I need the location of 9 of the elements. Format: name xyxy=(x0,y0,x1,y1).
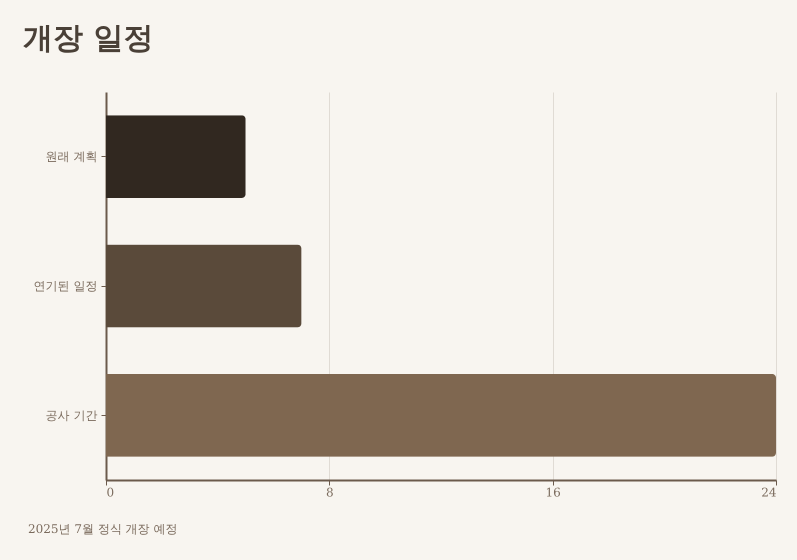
chart-title: 개장 일정 xyxy=(23,21,154,56)
y-tick-label: 공사 기간 xyxy=(46,408,98,422)
x-tick-label: 16 xyxy=(546,486,561,500)
x-tick-label: 24 xyxy=(761,486,777,500)
y-tick-label: 원래 계획 xyxy=(46,150,98,164)
x-tick-label: 0 xyxy=(106,486,114,500)
y-tick-label: 연기된 일정 xyxy=(34,279,98,293)
text: 2025년 7월 정식 개장 예정 xyxy=(28,522,178,536)
x-tick-label: 8 xyxy=(326,486,334,500)
